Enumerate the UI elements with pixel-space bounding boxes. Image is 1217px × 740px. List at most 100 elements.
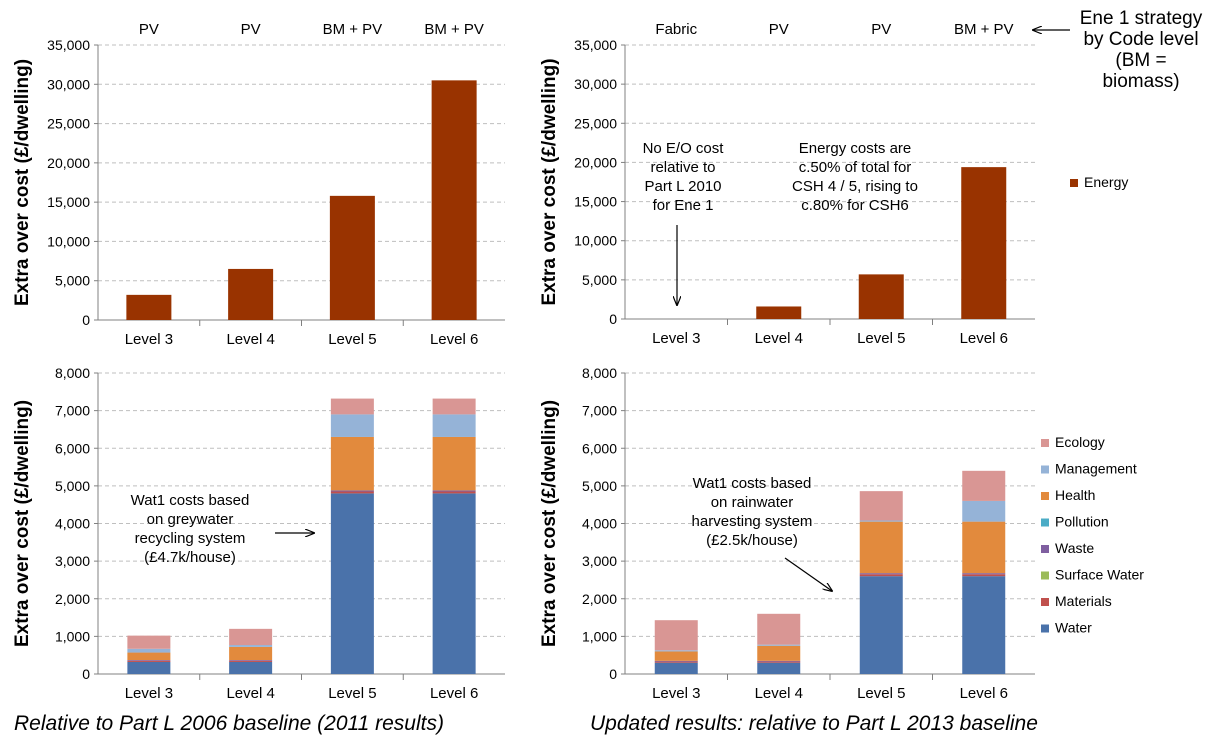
y-tick-label: 5,000: [582, 272, 617, 288]
bar-ecology: [859, 491, 903, 521]
bar-water: [859, 576, 903, 674]
legend-label: Water: [1055, 620, 1092, 636]
y-tick-label: 15,000: [47, 194, 90, 210]
strategy-label: PV: [871, 21, 891, 38]
legend-swatch: [1041, 624, 1049, 633]
annotation-text: Part L 2010: [645, 178, 722, 195]
bar-health: [330, 436, 374, 491]
bar-management: [330, 414, 374, 437]
bar-ecology: [229, 628, 273, 646]
bar-water: [229, 661, 273, 674]
x-tick-label: Level 4: [226, 685, 274, 702]
y-axis-title: Extra over cost (£/dwelling): [12, 59, 33, 306]
y-tick-label: 2,000: [55, 591, 90, 607]
chart-top-left: 0 5,000 10,000 15,000 20,000 25,000 30,000 35,0…: [12, 21, 505, 348]
y-tick-label: 15,000: [574, 194, 617, 210]
y-tick-label: 35,000: [574, 37, 617, 53]
legend: Ecology Management Health Pollution Waste Sur…: [1041, 434, 1144, 636]
y-tick-label: 7,000: [582, 403, 617, 419]
bar-management: [432, 414, 476, 437]
y-tick-label: 5,000: [55, 273, 90, 289]
y-tick-label: 7,000: [55, 403, 90, 419]
bar-health: [757, 645, 801, 661]
bar-materials: [859, 574, 903, 577]
bar-water: [127, 661, 171, 674]
y-tick-label: 35,000: [47, 37, 90, 53]
legend-label: Management: [1055, 461, 1137, 477]
y-tick-label: 3,000: [55, 553, 90, 569]
x-tick-label: Level 3: [125, 685, 173, 702]
annotation-text: c.80% for CSH6: [801, 197, 909, 214]
right-caption: Updated results: relative to Part L 2013…: [590, 712, 1038, 735]
legend-label: Ecology: [1055, 434, 1105, 450]
y-tick-label: 10,000: [47, 233, 90, 249]
strategy-note-line: (BM =: [1115, 50, 1167, 71]
annotation-text: (£4.7k/house): [144, 549, 236, 566]
y-tick-label: 25,000: [574, 115, 617, 131]
strategy-label: PV: [241, 21, 261, 38]
y-tick-label: 1,000: [582, 628, 617, 644]
strategy-label: BM + PV: [323, 21, 383, 38]
y-tick-label: 4,000: [582, 516, 617, 532]
y-axis-title: Extra over cost (£/dwelling): [539, 58, 560, 305]
y-tick-label: 3,000: [582, 553, 617, 569]
x-tick-label: Level 5: [857, 330, 905, 347]
bar-ecology: [330, 398, 374, 415]
annotation-arrow: [784, 557, 832, 591]
y-tick-label: 30,000: [47, 76, 90, 92]
y-tick-label: 0: [609, 311, 617, 327]
bar-health: [962, 521, 1006, 574]
y-tick-label: 0: [82, 666, 90, 682]
bar-waste: [757, 660, 801, 662]
bar-management: [859, 520, 903, 522]
chart-bottom-left: 0 1,000 2,000 3,000 4,000 5,000 6,000 7,000 8,00…: [12, 365, 505, 702]
annotation-text: Wat1 costs based: [131, 492, 250, 509]
bar-materials: [432, 491, 476, 494]
bar-health: [859, 521, 903, 574]
bar-management: [229, 645, 273, 647]
legend-label: Energy: [1084, 174, 1128, 190]
bar-energy: [228, 268, 274, 320]
x-tick-label: Level 3: [652, 685, 700, 702]
y-tick-label: 25,000: [47, 116, 90, 132]
strategy-label: PV: [769, 21, 789, 38]
x-tick-label: Level 4: [755, 685, 803, 702]
x-tick-label: Level 3: [125, 331, 173, 348]
y-tick-label: 6,000: [582, 440, 617, 456]
left-caption: Relative to Part L 2006 baseline (2011 r…: [14, 712, 444, 735]
bar-energy: [961, 167, 1007, 319]
strategy-note-line: biomass): [1102, 71, 1180, 92]
annotation-text: recycling system: [135, 530, 246, 547]
strategy-label: PV: [139, 21, 159, 38]
annotation-text: on greywater: [147, 511, 234, 528]
y-tick-label: 20,000: [47, 155, 90, 171]
bar-management: [127, 648, 171, 653]
bar-ecology: [432, 398, 476, 415]
strategy-note-line: Ene 1 strategy: [1079, 8, 1203, 29]
legend-swatch: [1041, 598, 1049, 606]
chart-panels: 0 5,000 10,000 15,000 20,000 25,000 30,000 35,0…: [12, 21, 1035, 702]
bar-waste: [127, 660, 171, 661]
bar-materials: [962, 574, 1006, 577]
x-tick-label: Level 3: [652, 330, 700, 347]
x-tick-label: Level 5: [857, 685, 905, 702]
annotation-text: (£2.5k/house): [706, 532, 798, 549]
strategy-label: BM + PV: [954, 21, 1014, 38]
legend-swatch: [1041, 545, 1049, 553]
chart-bottom-right: 0 1,000 2,000 3,000 4,000 5,000 6,000 7,000 8,00…: [539, 365, 1035, 702]
strategy-note: Ene 1 strategy by Code level (BM = bioma…: [1066, 8, 1216, 92]
bar-ecology: [127, 635, 171, 649]
bar-waste: [229, 660, 273, 661]
annotation-text: c.50% of total for: [799, 159, 912, 176]
y-axis-title: Extra over cost (£/dwelling): [539, 400, 560, 647]
bar-waste: [962, 573, 1006, 575]
bar-waste: [330, 490, 374, 492]
y-tick-label: 4,000: [55, 516, 90, 532]
bar-health: [654, 651, 698, 661]
bar-health: [432, 436, 476, 491]
legend-swatch: [1041, 465, 1049, 474]
annotation-text: for Ene 1: [653, 197, 714, 214]
bar-ecology: [654, 620, 698, 651]
strategy-label: Fabric: [655, 21, 697, 38]
